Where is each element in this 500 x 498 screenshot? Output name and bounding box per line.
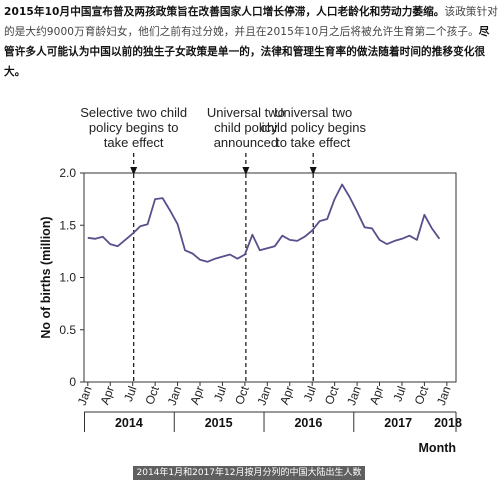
intro-rest: 该政策针对的是大约9000万育龄妇女，他们之前有过分娩，并且在2015年10月之… (4, 6, 498, 38)
x-tick-label: Jul (301, 384, 319, 403)
annotation-text: policy begins to (89, 120, 179, 135)
x-tick-label: Jul (390, 384, 408, 403)
x-tick-label: Oct (412, 384, 432, 407)
year-label: 2018 (434, 416, 462, 430)
births-line-chart: 00.51.01.52.0No of births (million)Jan Ap… (39, 105, 462, 455)
x-tick-label: Apr (277, 384, 297, 406)
intro-tail: 尽管许多人可能认为中国以前的独生子女政策是单一的，法律和管理生育率的做法随着时间… (4, 26, 490, 78)
x-tick-label: Jan (434, 384, 454, 407)
x-tick-label: Oct (142, 384, 162, 407)
x-tick-label: Apr (367, 384, 387, 406)
year-label: 2014 (115, 416, 143, 430)
intro-paragraph: 2015年10月中国宣布普及两孩政策旨在改善国家人口增长停滞，人口老龄化和劳动力… (4, 2, 498, 82)
year-label: 2016 (294, 416, 322, 430)
x-tick-label: Jul (121, 384, 139, 403)
annotation-text: announced (214, 135, 278, 150)
x-tick-label: Jan (165, 384, 185, 407)
annotation-text: Universal two (274, 105, 352, 120)
annotation-text: child policy (214, 120, 278, 135)
annotation-text: to take effect (276, 135, 351, 150)
y-tick-label: 2.0 (59, 166, 76, 180)
x-axis-title: Month (419, 441, 456, 455)
annotation-text: Selective two child (80, 105, 187, 120)
annotation-text: Universal two (207, 105, 285, 120)
x-tick-label: Jan (75, 384, 95, 407)
y-axis-title: No of births (million) (39, 216, 53, 338)
y-tick-label: 1.0 (59, 271, 76, 285)
births-series-line (87, 183, 441, 263)
annotation-text: take effect (104, 135, 164, 150)
plot-frame (83, 172, 457, 383)
y-tick-label: 0 (69, 375, 76, 389)
y-tick-label: 1.5 (59, 218, 76, 232)
year-label: 2015 (205, 416, 233, 430)
year-label: 2017 (384, 416, 412, 430)
chart-caption: 2014年1月和2017年12月按月分列的中国大陆出生人数 (133, 466, 365, 480)
annotation-arrow (309, 167, 317, 175)
x-tick-label: Jul (211, 384, 229, 403)
x-tick-label: Jan (344, 384, 364, 407)
annotation-arrow (242, 167, 250, 175)
x-tick-label: Oct (322, 384, 342, 407)
x-tick-label: Apr (187, 384, 207, 406)
x-tick-label: Oct (232, 384, 252, 407)
y-tick-label: 0.5 (59, 323, 76, 337)
annotation-text: child policy begins (260, 120, 366, 135)
annotation-arrow (130, 167, 138, 175)
x-tick-label: Apr (98, 384, 118, 406)
x-tick-label: Jan (254, 384, 274, 407)
intro-lead: 2015年10月中国宣布普及两孩政策旨在改善国家人口增长停滞，人口老龄化和劳动力… (4, 6, 445, 18)
